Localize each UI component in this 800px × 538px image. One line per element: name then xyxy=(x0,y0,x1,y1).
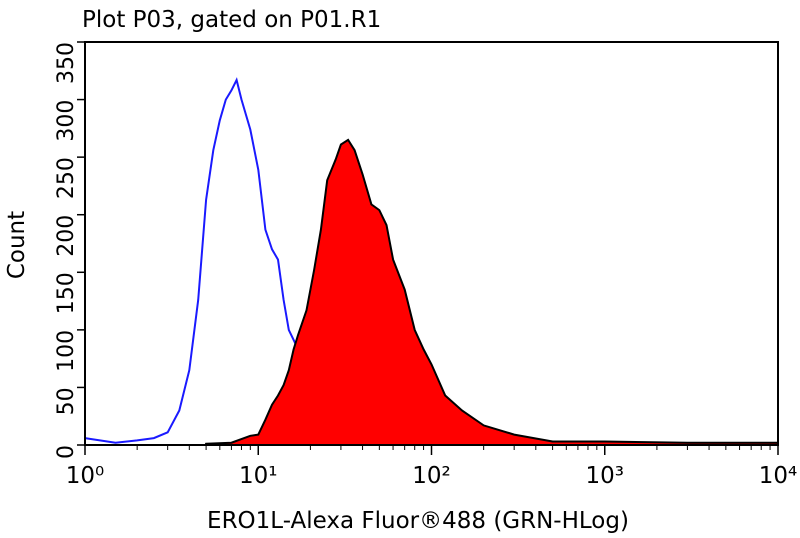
x-tick-label: 10¹ xyxy=(239,463,278,489)
y-tick-label: 50 xyxy=(54,387,79,415)
y-tick-label: 250 xyxy=(54,157,79,199)
x-tick-label: 10⁴ xyxy=(759,463,798,489)
x-tick-label: 10³ xyxy=(586,463,625,489)
y-tick-label: 350 xyxy=(54,42,79,84)
x-tick-label: 10⁰ xyxy=(66,463,105,489)
y-axis-label: Count xyxy=(4,211,30,279)
y-tick-label: 150 xyxy=(54,272,79,314)
y-tick-label: 100 xyxy=(54,330,79,372)
y-tick-label: 300 xyxy=(54,100,79,142)
histogram-area xyxy=(205,138,779,446)
chart-title: Plot P03, gated on P01.R1 xyxy=(82,7,381,33)
x-tick-label: 10² xyxy=(412,463,451,489)
y-tick-label: 200 xyxy=(54,215,79,257)
x-axis-label: ERO1L-Alexa Fluor®488 (GRN-HLog) xyxy=(207,508,629,534)
y-tick-label: 0 xyxy=(54,445,79,459)
